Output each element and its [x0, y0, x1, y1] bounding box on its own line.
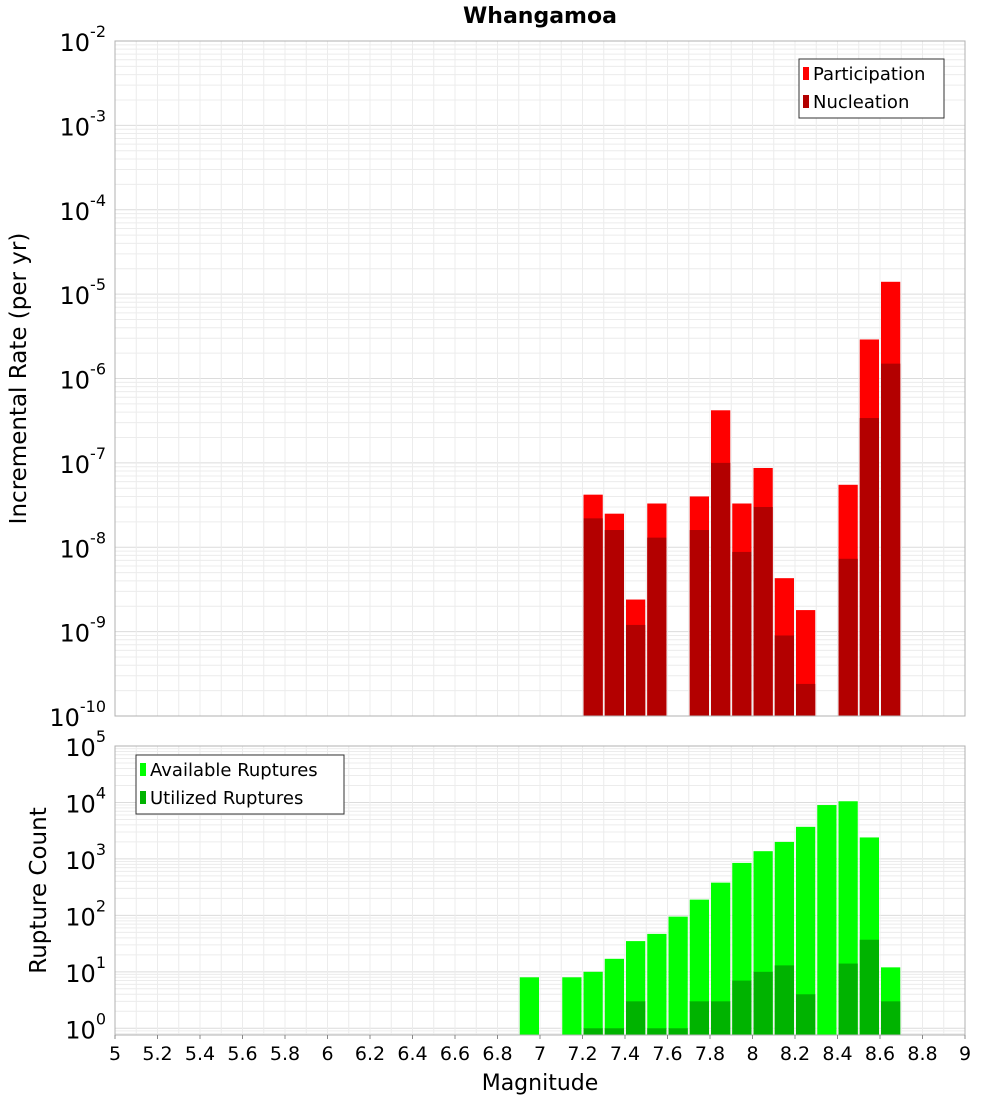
y-tick-label: 10-6 [60, 360, 107, 395]
y-tick-label: 104 [65, 783, 106, 818]
bar-utilized-ruptures [604, 1028, 624, 1035]
legend-box [798, 58, 945, 119]
legend: Participation Nucleation [798, 58, 945, 119]
y-tick-label: 10-3 [60, 106, 107, 141]
bar-nucleation [838, 558, 858, 716]
y-tick-label: 10-9 [60, 613, 107, 648]
y-tick-label: 10-5 [60, 275, 107, 310]
bar-utilized-ruptures [732, 980, 752, 1035]
legend-label: Available Ruptures [150, 760, 318, 781]
x-tick-label: 7.4 [610, 1043, 640, 1065]
bar-utilized-ruptures [583, 1028, 603, 1035]
chart-panel-2: 100 101 102 103 104 105 Rupture Count 5 5.2 5.4 5.… [26, 727, 971, 1096]
bar-nucleation [774, 635, 794, 716]
x-tick-label: 6 [321, 1043, 333, 1065]
bar-utilized-ruptures [626, 1001, 646, 1035]
bar-available-ruptures [519, 977, 539, 1035]
y-tick-label: 100 [65, 1009, 106, 1044]
bar-utilized-ruptures [711, 1001, 731, 1035]
bar-nucleation [626, 624, 646, 716]
bar-utilized-ruptures [668, 1028, 688, 1035]
bar-available-ruptures [689, 899, 709, 1035]
y-tick-label: 10-8 [60, 528, 107, 563]
x-tick-label: 6.4 [397, 1043, 427, 1065]
legend-label: Participation [813, 64, 925, 85]
x-tick-label: 5 [109, 1043, 121, 1065]
x-tick-label: 6.6 [440, 1043, 470, 1065]
legend-swatch [140, 763, 146, 776]
x-tick-label: 8 [746, 1043, 758, 1065]
bar-nucleation [859, 418, 879, 716]
y-tick-label: 101 [65, 953, 106, 988]
x-tick-label: 7.8 [695, 1043, 725, 1065]
y-tick-label: 102 [65, 896, 106, 931]
x-tick-label: 8.2 [780, 1043, 810, 1065]
chart-title: Whangamoa [463, 4, 617, 29]
x-tick-label: 9 [959, 1043, 971, 1065]
x-tick-label: 7.2 [567, 1043, 597, 1065]
legend: Available Ruptures Utilized Ruptures [135, 754, 345, 815]
bar-utilized-ruptures [859, 939, 879, 1035]
chart-panel-1: 10-1010-910-810-710-610-510-410-310-2Inc… [6, 4, 966, 732]
legend-swatch [803, 67, 809, 80]
y-tick-label: 105 [65, 727, 106, 762]
x-tick-label: 5.4 [185, 1043, 215, 1065]
x-tick-label: 7 [534, 1043, 546, 1065]
bar-nucleation [732, 551, 752, 716]
bar-utilized-ruptures [838, 963, 858, 1035]
plot-border [114, 40, 966, 717]
bar-available-ruptures [817, 805, 837, 1035]
x-tick-label: 8.6 [865, 1043, 895, 1065]
y-tick-label: 10-7 [60, 444, 107, 479]
bar-available-ruptures [711, 882, 731, 1035]
bar-nucleation [604, 530, 624, 716]
bar-nucleation [796, 683, 816, 716]
bar-utilized-ruptures [647, 1028, 667, 1035]
y-tick-label: 103 [65, 840, 106, 875]
y-axis-label: Rupture Count [26, 807, 52, 973]
bar-nucleation [647, 537, 667, 716]
x-tick-label: 6.2 [355, 1043, 385, 1065]
legend-swatch [140, 791, 146, 804]
x-tick-label: 5.2 [142, 1043, 172, 1065]
bar-available-ruptures [583, 971, 603, 1035]
bar-nucleation [689, 530, 709, 716]
y-axis-label: Incremental Rate (per yr) [6, 233, 32, 525]
bar-utilized-ruptures [689, 1001, 709, 1035]
bar-available-ruptures [796, 826, 816, 1035]
legend-swatch [803, 95, 809, 108]
bar-nucleation [711, 462, 731, 716]
x-tick-label: 5.8 [270, 1043, 300, 1065]
legend-box [135, 754, 345, 815]
bar-utilized-ruptures [881, 1001, 901, 1035]
legend-label: Utilized Ruptures [150, 788, 303, 809]
bar-available-ruptures [562, 977, 582, 1035]
x-tick-label: 5.6 [227, 1043, 257, 1065]
y-tick-label: 10-4 [60, 191, 107, 226]
bar-utilized-ruptures [753, 971, 773, 1035]
bar-nucleation [881, 363, 901, 716]
x-axis-label: Magnitude [482, 1071, 599, 1096]
x-tick-label: 6.8 [482, 1043, 512, 1065]
bar-available-ruptures [647, 933, 667, 1035]
bar-nucleation [753, 506, 773, 716]
x-tick-label: 7.6 [652, 1043, 682, 1065]
bar-available-ruptures [668, 916, 688, 1035]
bar-available-ruptures [604, 958, 624, 1035]
x-tick-label: 8.8 [907, 1043, 937, 1065]
y-tick-label: 10-2 [60, 22, 107, 57]
bar-utilized-ruptures [796, 994, 816, 1035]
x-tick-label: 8.4 [822, 1043, 852, 1065]
legend-label: Nucleation [813, 92, 909, 113]
bar-nucleation [583, 518, 603, 716]
bar-utilized-ruptures [774, 965, 794, 1035]
